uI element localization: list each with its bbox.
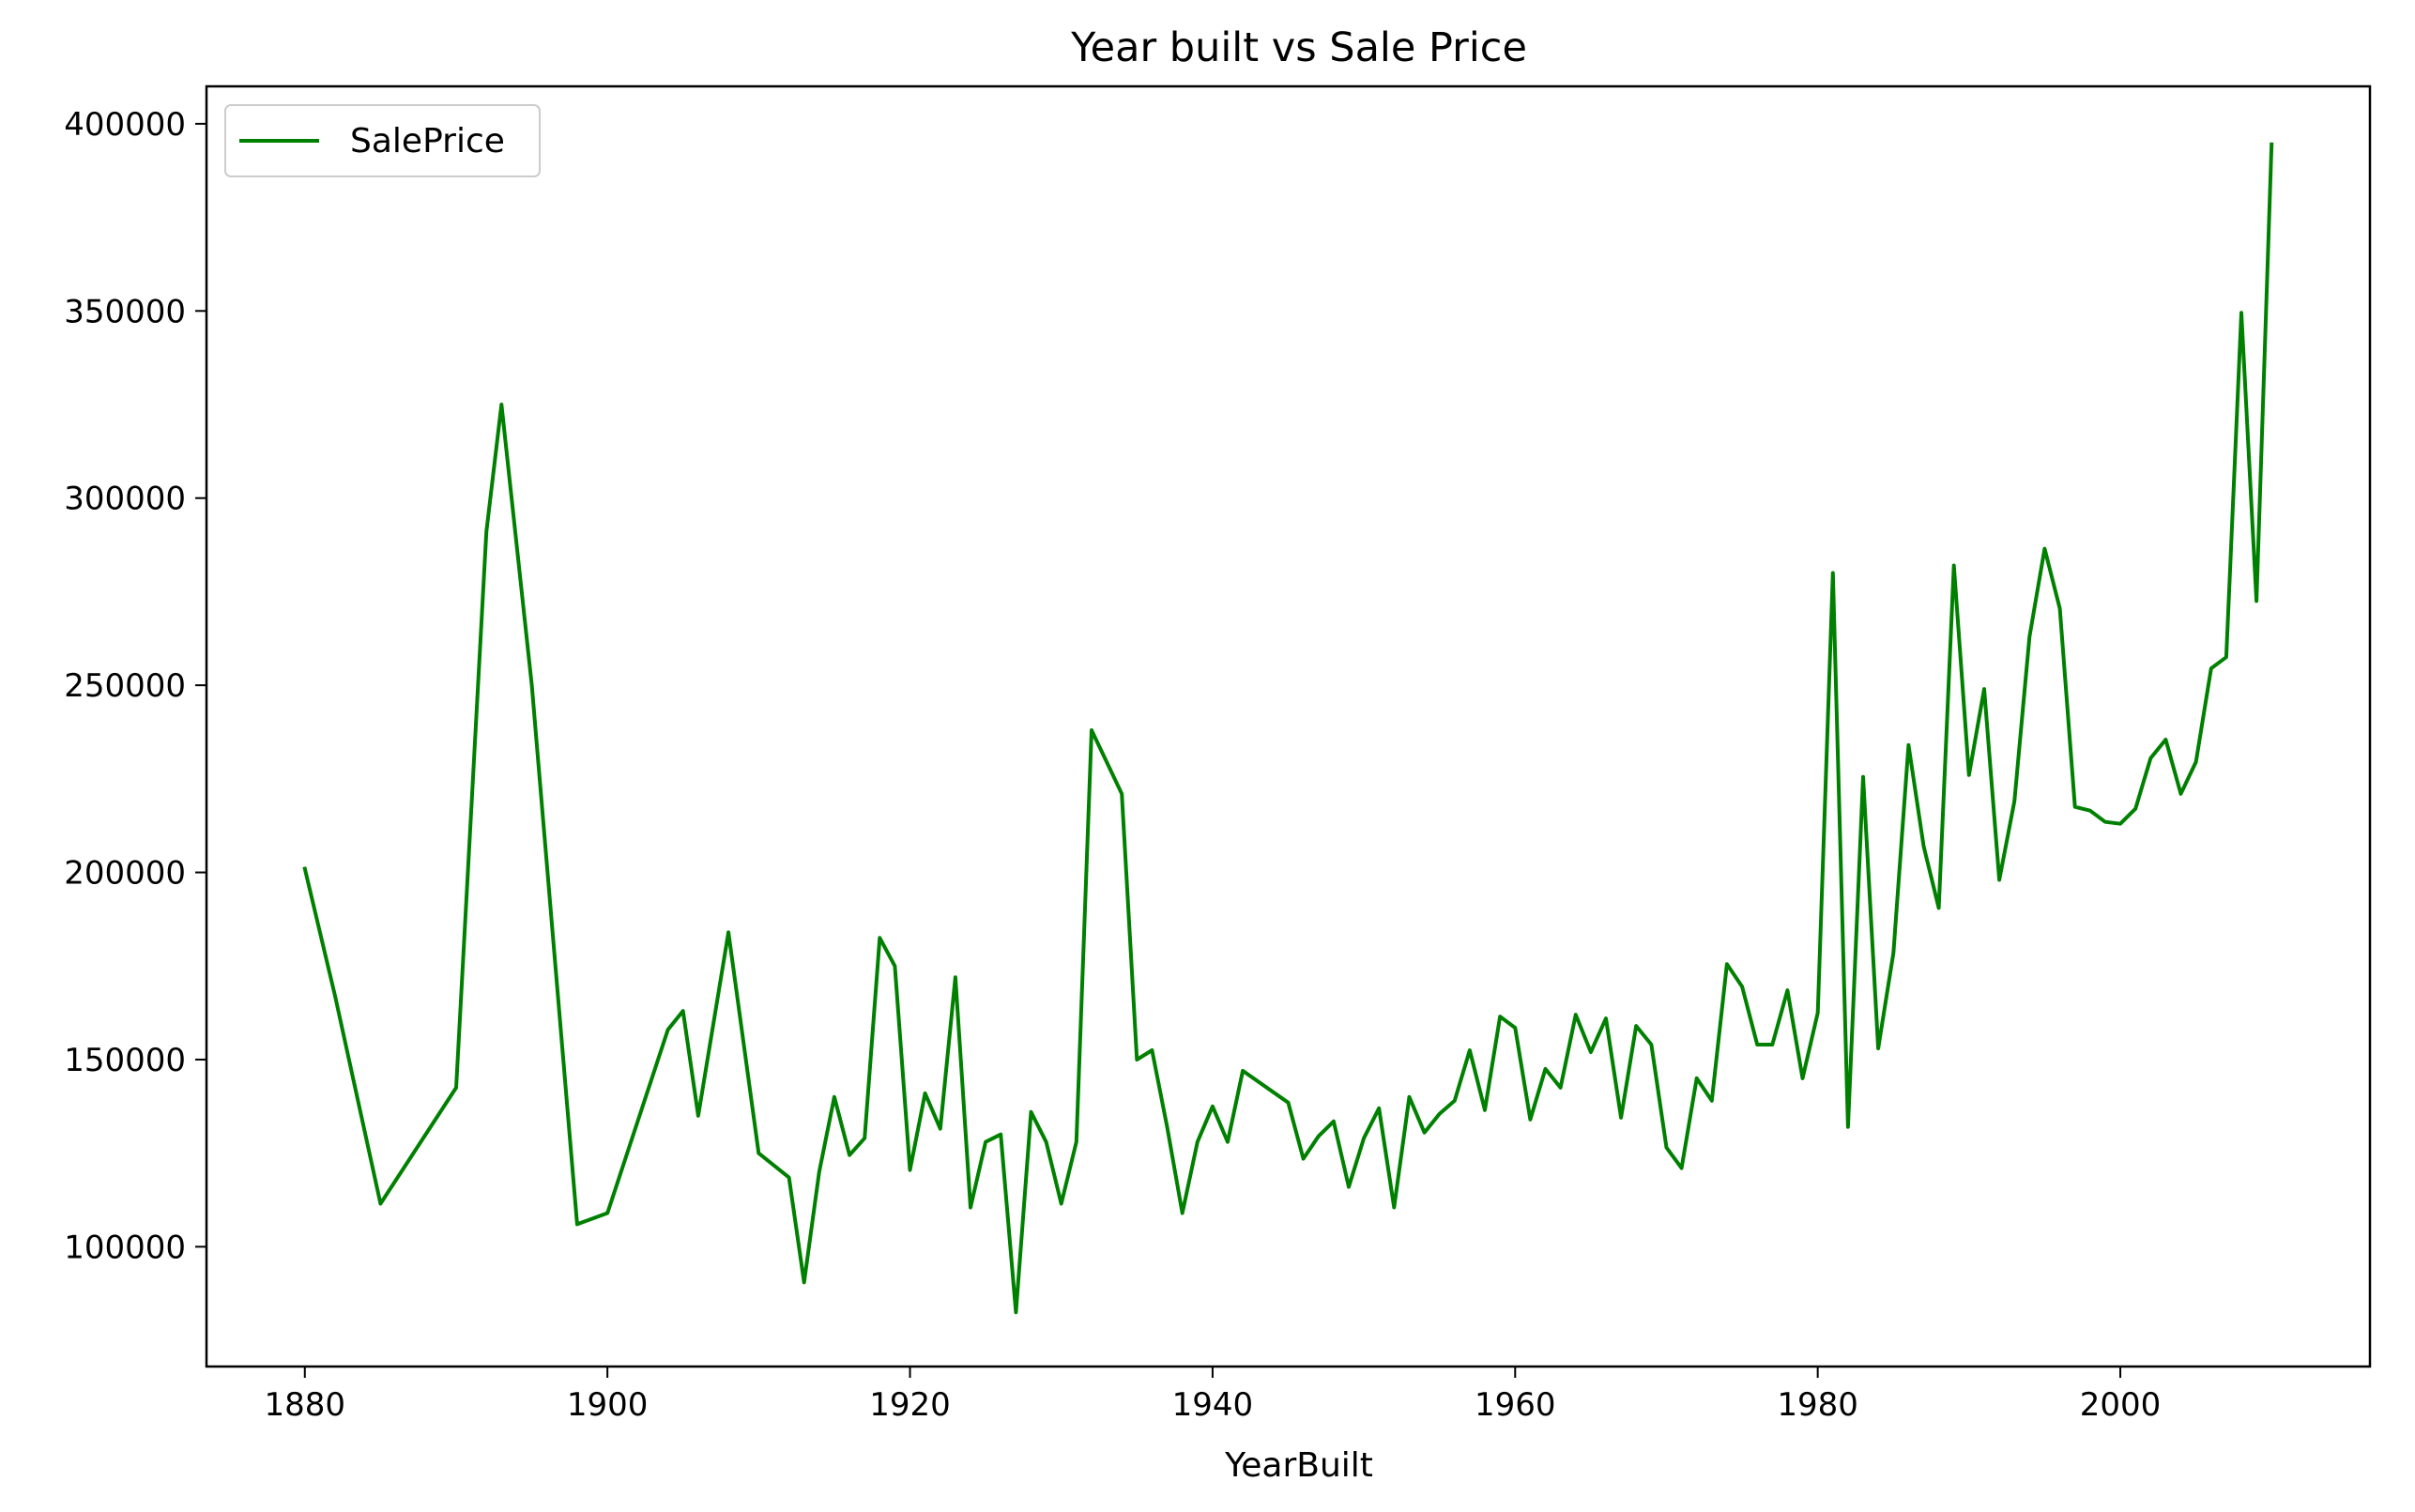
x-tick-label: 1980: [1777, 1386, 1858, 1424]
x-tick-label: 1960: [1475, 1386, 1556, 1424]
x-tick-label: 1940: [1172, 1386, 1254, 1424]
series-lines: [302, 142, 2274, 1315]
y-tick-label: 350000: [64, 293, 186, 330]
y-tick-label: 200000: [64, 855, 186, 893]
series-line-saleprice: [302, 142, 2274, 1315]
legend-label: SalePrice: [350, 122, 505, 160]
y-tick-label: 400000: [64, 106, 186, 144]
axis-ticks: 1880 1900 1920 1940 1960 1980 2000 100000 150000…: [64, 106, 2161, 1424]
y-tick-label: 300000: [64, 481, 186, 518]
plot-area-frame: [205, 84, 2372, 1368]
legend: SalePrice: [224, 104, 541, 177]
x-tick-label: 1920: [869, 1386, 951, 1424]
x-tick-label: 1880: [265, 1386, 346, 1424]
legend-box: [224, 104, 541, 177]
y-tick-label: 250000: [64, 667, 186, 705]
chart-title: Year built vs Sale Price: [1070, 24, 1527, 71]
x-tick-label: 1900: [567, 1386, 649, 1424]
y-tick-label: 100000: [64, 1229, 186, 1266]
x-axis-title: YearBuilt: [1224, 1446, 1373, 1485]
y-tick-label: 150000: [64, 1042, 186, 1079]
x-tick-label: 2000: [2080, 1386, 2162, 1424]
